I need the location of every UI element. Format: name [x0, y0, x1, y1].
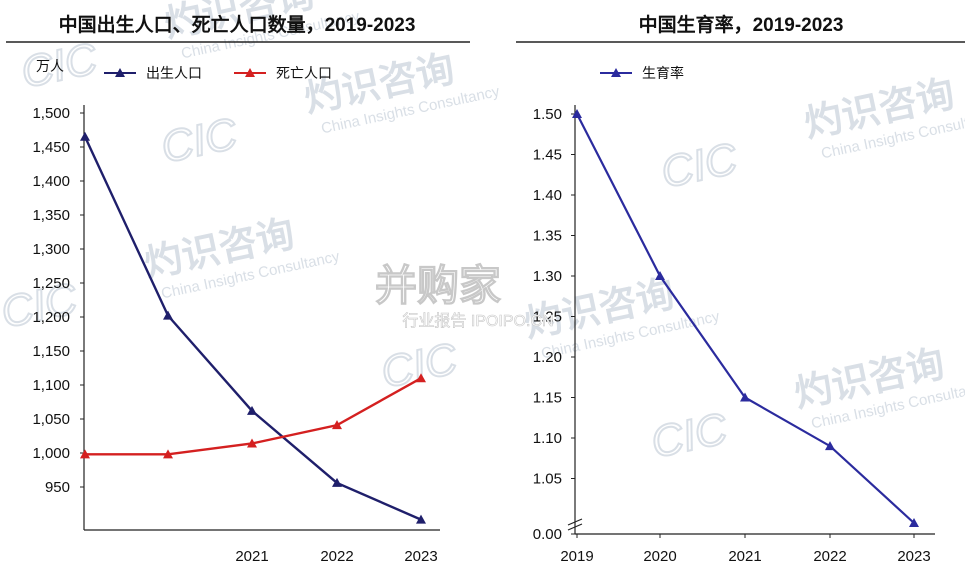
right-series-0-point: [655, 271, 665, 280]
left-y-tick-label: 1,150: [32, 343, 70, 360]
right-series-0-point: [825, 441, 835, 451]
right-x-tick-label: 2020: [643, 548, 676, 565]
left-unit-label: 万人: [36, 58, 64, 74]
left-series-0-point: [163, 310, 173, 320]
right-y-tick-label: 1.20: [533, 349, 562, 366]
right-legend-label: 生育率: [642, 65, 684, 81]
left-axes: 1,500 1,450 1,400 1,350 1,300 1,250 1,200 1,150…: [32, 105, 440, 565]
left-y-tick-label: 1,400: [32, 173, 70, 190]
left-y-tick-label: 1,000: [32, 445, 70, 462]
left-x-tick-label: 2022: [320, 548, 353, 565]
right-y-tick-label: 0.00: [533, 526, 562, 543]
left-y-tick-label: 1,100: [32, 377, 70, 394]
left-series-1-point: [416, 373, 426, 383]
right-y-tick-label: 1.25: [533, 309, 562, 326]
stamp-subtitle: 行业报告 IPOIPO.CN: [402, 312, 553, 330]
right-chart-title: 中国生育率，2019-2023: [639, 13, 844, 36]
right-y-tick-label: 1.40: [533, 187, 562, 204]
left-chart-title: 中国出生人口、死亡人口数量，2019-2023: [59, 13, 416, 36]
right-axes: 1.50 1.45 1.40 1.35 1.30 1.25 1.20 1.15 1.10 1.05…: [533, 105, 935, 565]
right-series-0-point: [909, 518, 919, 527]
watermark-logo: CIC: [657, 134, 743, 198]
right-y-tick-label: 1.10: [533, 430, 562, 447]
left-series-1-point: [332, 420, 342, 430]
left-legend-label: 死亡人口: [276, 65, 332, 81]
left-y-tick-label: 1,250: [32, 275, 70, 292]
left-legend-swatch-marker: [245, 68, 255, 77]
stamp-title: 并购家: [375, 262, 501, 309]
left-x-tick-label: 2021: [235, 548, 268, 565]
right-y-tick-label: 1.30: [533, 268, 562, 285]
right-legend-swatch-marker: [611, 68, 621, 77]
left-series-line-0: [83, 136, 422, 521]
left-y-tick-label: 1,200: [32, 309, 70, 326]
watermark-logo: CIC: [377, 334, 463, 398]
left-legend-label: 出生人口: [146, 65, 202, 81]
right-x-tick-label: 2021: [728, 548, 761, 565]
right-axis-break-mark: [567, 523, 583, 531]
right-y-tick-label: 1.15: [533, 390, 562, 407]
watermark-logo: CIC: [157, 109, 243, 173]
left-series-0-point: [416, 514, 426, 524]
left-legend-swatch-marker: [115, 68, 125, 77]
left-y-tick-label: 950: [45, 479, 70, 496]
right-x-tick-label: 2019: [560, 548, 593, 565]
left-plot: [80, 131, 426, 524]
right-chart: 中国生育率，2019-2023 生育率 1.50 1.45 1.40 1.35 1.30…: [516, 13, 965, 565]
right-y-tick-label: 1.45: [533, 147, 562, 164]
watermark-logo: CIC: [647, 404, 733, 468]
left-y-tick-label: 1,300: [32, 241, 70, 258]
left-series-0-point: [80, 131, 90, 141]
left-y-tick-label: 1,050: [32, 411, 70, 428]
right-y-tick-label: 1.35: [533, 228, 562, 245]
right-legend: 生育率: [600, 65, 684, 81]
left-series-0-point: [247, 405, 257, 415]
right-y-tick-label: 1.05: [533, 471, 562, 488]
left-series-1-point: [80, 449, 90, 459]
left-series-0-point: [332, 477, 342, 487]
right-y-tick-label: 1.50: [533, 106, 562, 123]
left-x-tick-label: 2023: [404, 548, 437, 565]
left-chart: 中国出生人口、死亡人口数量，2019-2023 万人 出生人口 死亡人口 1,50…: [6, 13, 470, 565]
right-series-0-point: [572, 109, 582, 118]
left-series-1-point: [163, 449, 173, 459]
right-plot: [572, 109, 919, 527]
left-legend: 出生人口 死亡人口: [104, 65, 332, 81]
right-series-0-point: [740, 392, 750, 402]
right-x-tick-label: 2022: [813, 548, 846, 565]
left-y-tick-label: 1,450: [32, 139, 70, 156]
right-x-tick-label: 2023: [897, 548, 930, 565]
right-axis-break-mark: [567, 518, 583, 526]
left-y-tick-label: 1,500: [32, 105, 70, 122]
left-y-tick-label: 1,350: [32, 207, 70, 224]
left-series-1-point: [247, 438, 257, 448]
